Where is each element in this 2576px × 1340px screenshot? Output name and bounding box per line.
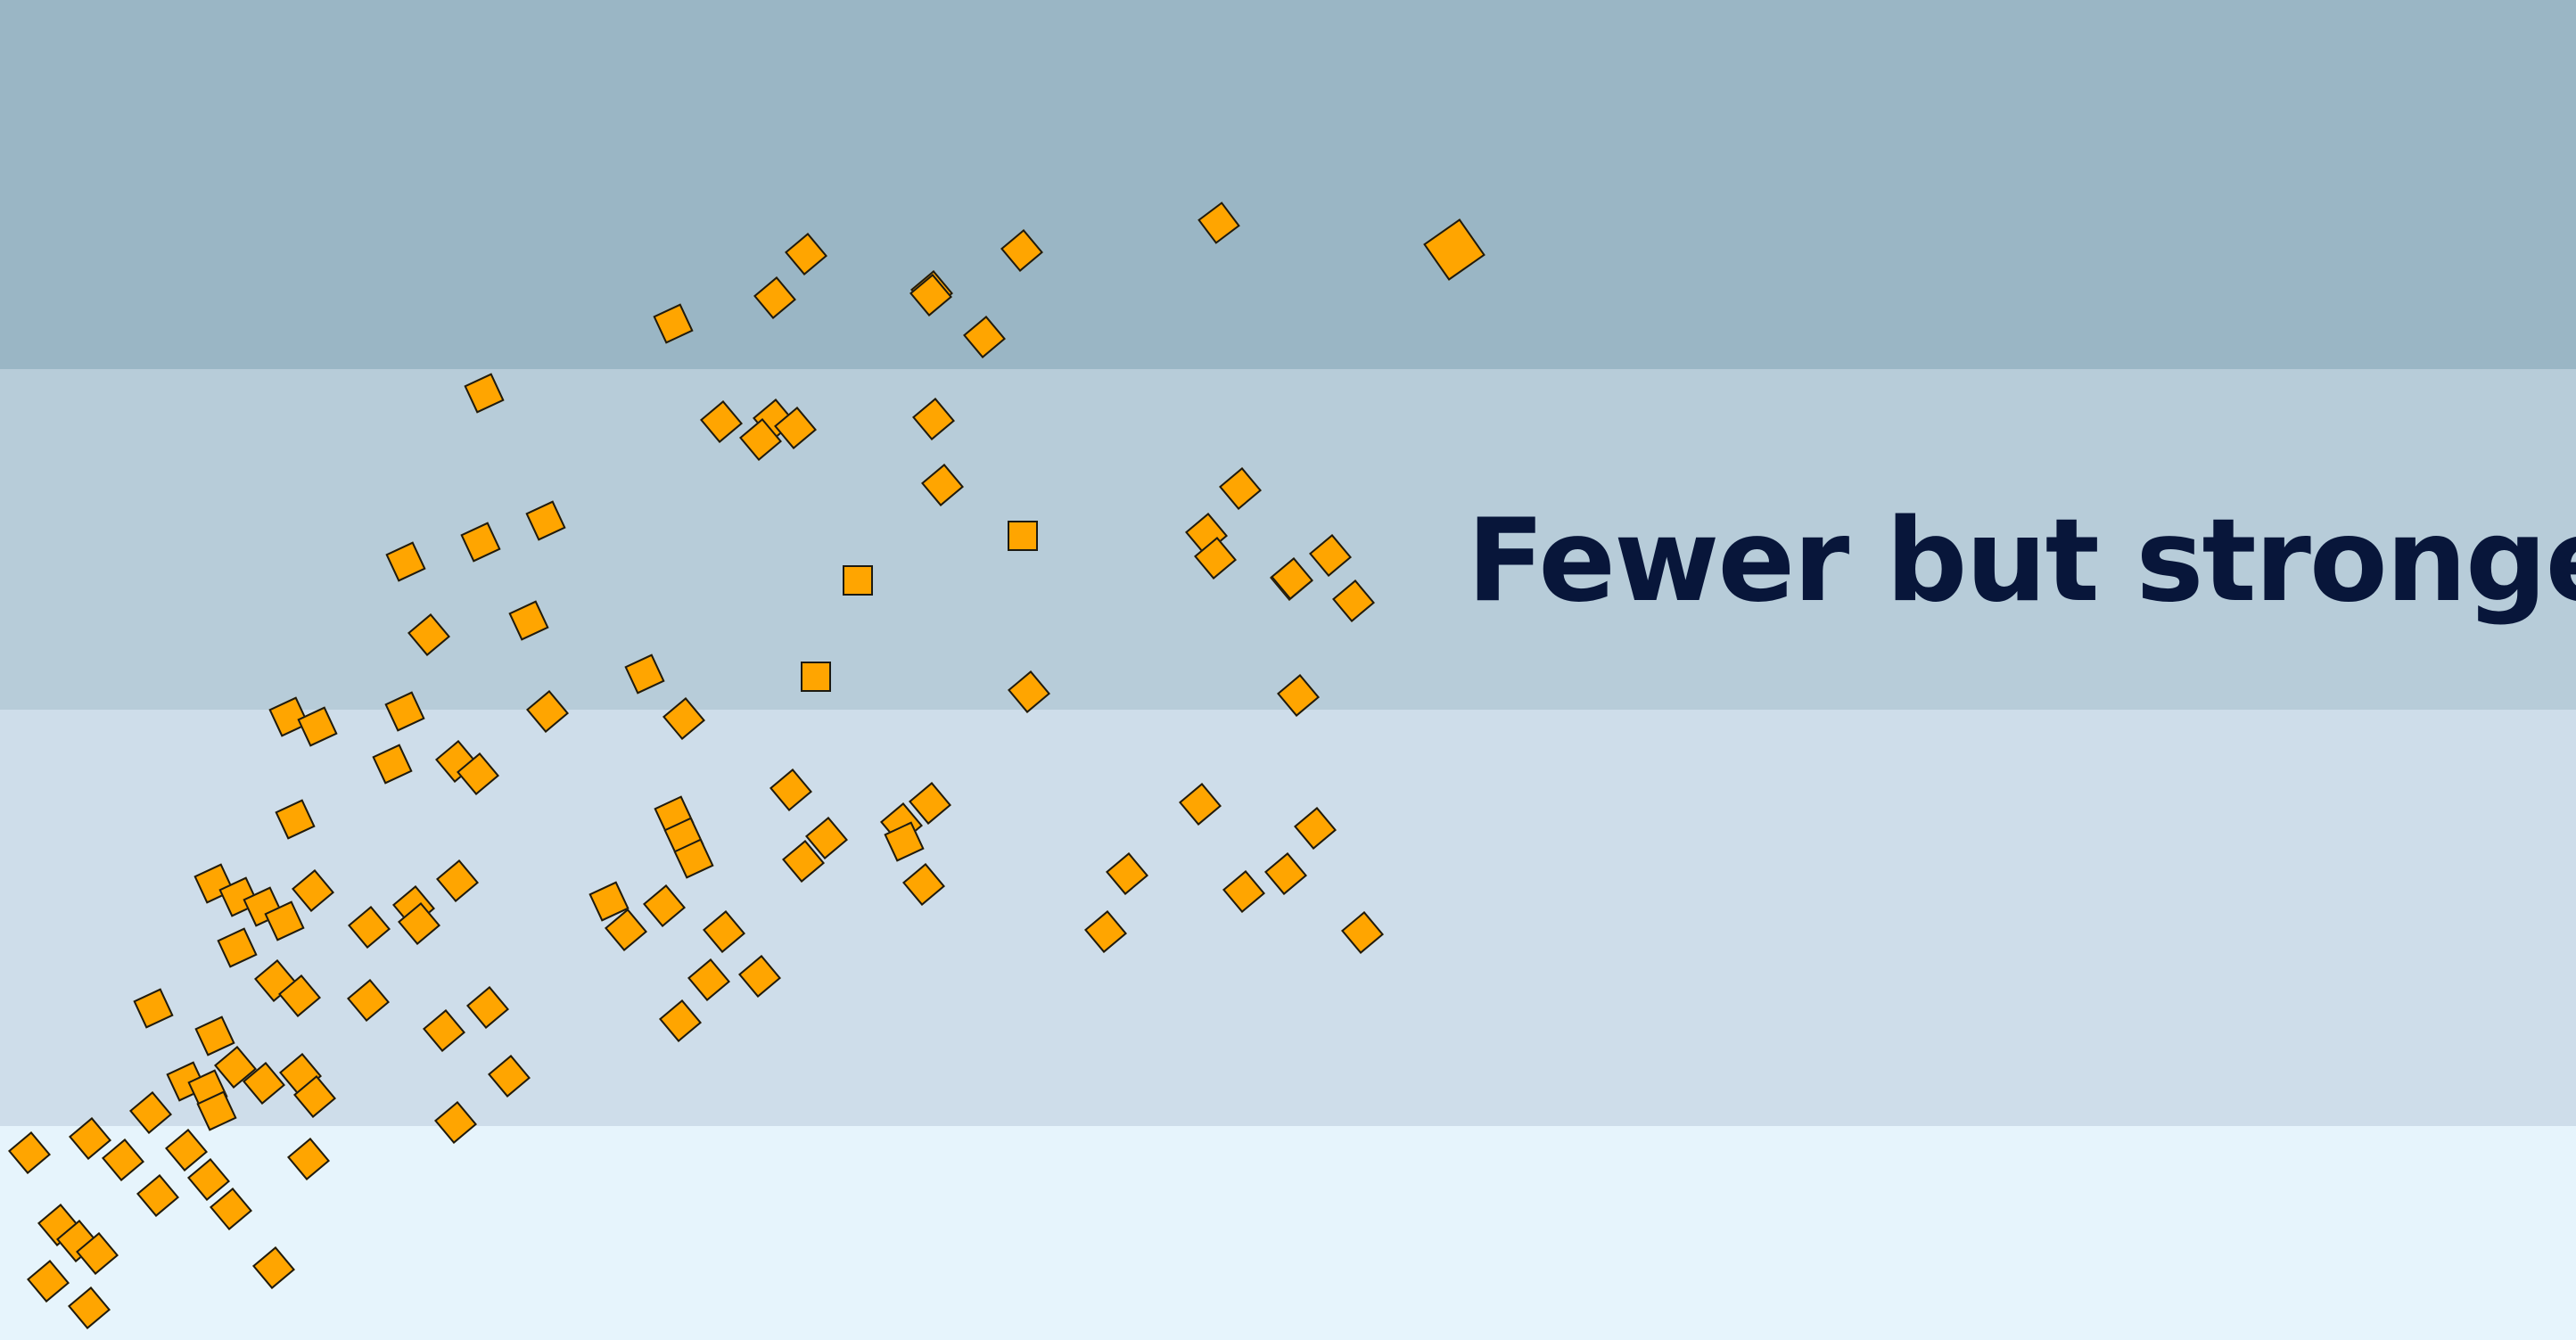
orange-square-tile: [801, 662, 831, 692]
band-top: [0, 0, 2576, 369]
band-bottom: [0, 1126, 2576, 1340]
orange-square-tile: [843, 565, 873, 596]
headline: Fewer but stronger: [1467, 495, 2576, 628]
orange-square-tile: [1008, 521, 1038, 551]
